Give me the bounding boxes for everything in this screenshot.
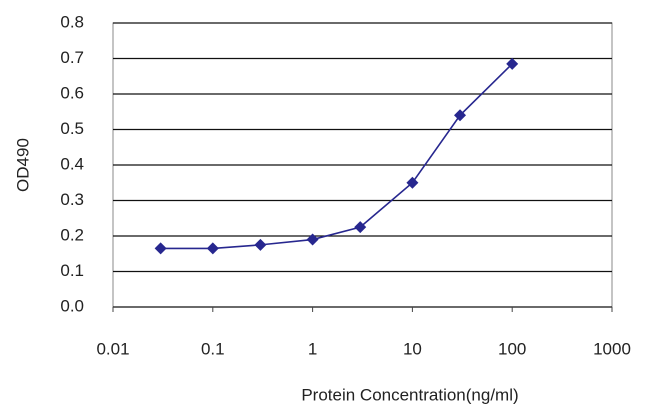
data-point [154, 242, 167, 255]
series-line [160, 63, 513, 250]
x-tick-label: 0.01 [96, 339, 129, 358]
x-tick-label: 10 [403, 339, 422, 358]
data-point [306, 233, 319, 246]
data-point [254, 238, 267, 251]
data-point [454, 109, 467, 122]
x-axis-title: Protein Concentration(ng/ml) [301, 385, 518, 404]
y-axis-title: OD490 [13, 138, 32, 192]
data-point [406, 176, 419, 189]
x-tick-label: 1 [308, 339, 317, 358]
x-tick-label: 1000 [593, 339, 631, 358]
y-tick-label: 0.5 [60, 119, 84, 138]
y-tick-label: 0.7 [60, 48, 84, 67]
x-tick-label: 0.1 [201, 339, 225, 358]
y-tick-label: 0.1 [60, 261, 84, 280]
y-tick-label: 0.4 [60, 154, 84, 173]
y-tick-label: 0.2 [60, 225, 84, 244]
x-tick-label: 100 [498, 339, 526, 358]
y-tick-label: 0.0 [60, 296, 84, 315]
y-tick-label: 0.8 [60, 12, 84, 31]
data-point [354, 221, 367, 234]
data-point [206, 242, 219, 255]
y-tick-label: 0.6 [60, 83, 84, 102]
data-point [506, 57, 519, 70]
y-tick-label: 0.3 [60, 190, 84, 209]
